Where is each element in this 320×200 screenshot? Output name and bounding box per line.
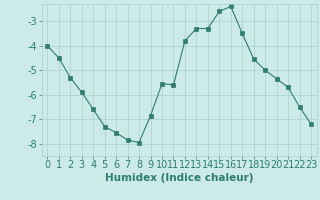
X-axis label: Humidex (Indice chaleur): Humidex (Indice chaleur): [105, 173, 253, 183]
